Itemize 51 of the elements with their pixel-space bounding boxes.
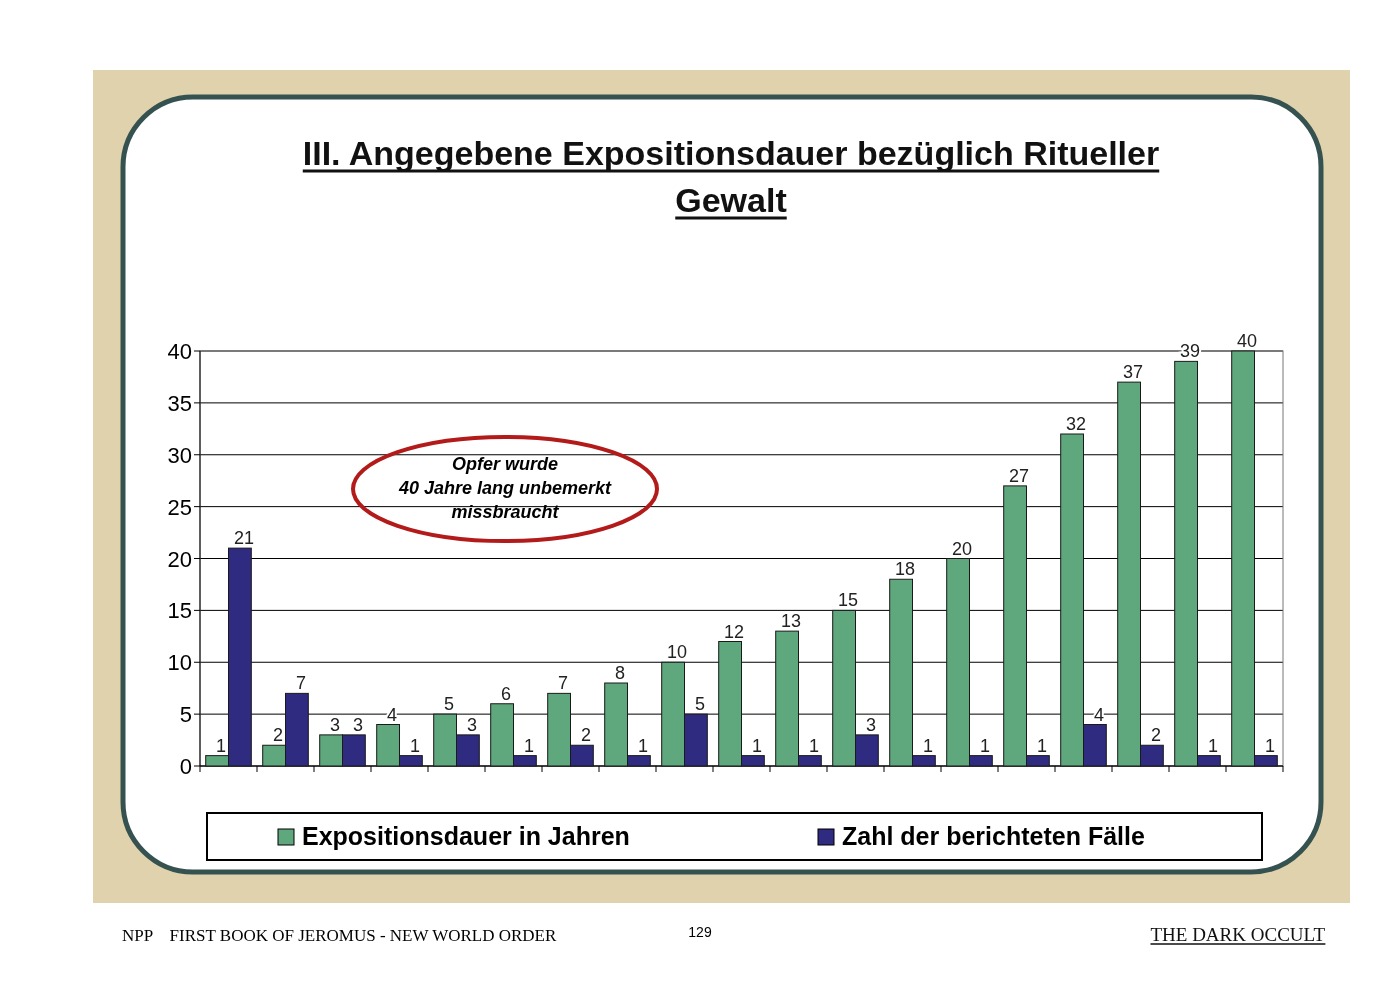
- data-label: 1: [409, 735, 420, 756]
- data-label: 1: [1264, 735, 1275, 756]
- data-label: 27: [1009, 465, 1030, 486]
- data-label: 5: [694, 694, 705, 715]
- data-label: 7: [558, 673, 569, 694]
- data-label: 2: [580, 725, 591, 746]
- data-label: 1: [751, 735, 762, 756]
- data-label: 1: [637, 735, 648, 756]
- y-tick-label: 30: [167, 442, 192, 468]
- data-label: 10: [667, 642, 688, 663]
- data-label: 1: [808, 735, 819, 756]
- data-label: 1: [1207, 735, 1218, 756]
- data-label: 3: [865, 714, 876, 735]
- data-label: 21: [233, 528, 254, 549]
- y-tick-label: 15: [167, 598, 192, 624]
- data-label: 32: [1066, 414, 1087, 434]
- annotation: Opfer wurde 40 Jahre lang unbemerkt missbraucht: [397, 454, 613, 522]
- data-label: 3: [330, 714, 341, 735]
- y-tick-label: 20: [167, 546, 192, 572]
- data-label: 2: [273, 725, 284, 746]
- text: NPP FIRST BOOK OF JEROMUS - NEW WORLD ORDER: [122, 926, 558, 945]
- data-label: 7: [295, 673, 306, 694]
- data-label: 1: [1036, 735, 1047, 756]
- text: 129: [688, 924, 712, 940]
- y-tick-label: 0: [179, 754, 192, 779]
- data-label: 40: [1237, 331, 1258, 351]
- y-tick-label: 25: [167, 494, 192, 520]
- data-label: 13: [781, 611, 802, 632]
- data-label: 6: [501, 683, 512, 704]
- chart-title: III. Angegebene Expositionsdauer bezüglich Ritueller Gewalt: [302, 134, 1160, 219]
- y-tick-label: 40: [167, 339, 192, 364]
- text: THE DARK OCCULT: [1150, 924, 1326, 945]
- data-label: 1: [216, 735, 227, 756]
- data-label: 3: [466, 714, 477, 735]
- data-label: 3: [352, 714, 363, 735]
- y-tick-label: 5: [179, 702, 192, 728]
- data-label: 12: [724, 621, 745, 642]
- data-label: 15: [838, 590, 859, 611]
- data-label: 1: [922, 735, 933, 756]
- legend-label: Expositionsdauer in Jahren: [302, 822, 630, 850]
- y-tick-label: 10: [167, 650, 192, 676]
- y-tick-label: 35: [167, 390, 192, 416]
- data-label: 37: [1123, 362, 1144, 383]
- data-label: 20: [952, 538, 973, 559]
- data-label: 1: [523, 735, 534, 756]
- data-label: 8: [615, 663, 626, 683]
- data-label: 5: [444, 694, 455, 715]
- legend-label: Zahl der berichteten Fälle: [842, 822, 1145, 850]
- data-label: 1: [979, 735, 990, 756]
- data-label: 18: [895, 559, 916, 580]
- data-label: 2: [1150, 725, 1161, 746]
